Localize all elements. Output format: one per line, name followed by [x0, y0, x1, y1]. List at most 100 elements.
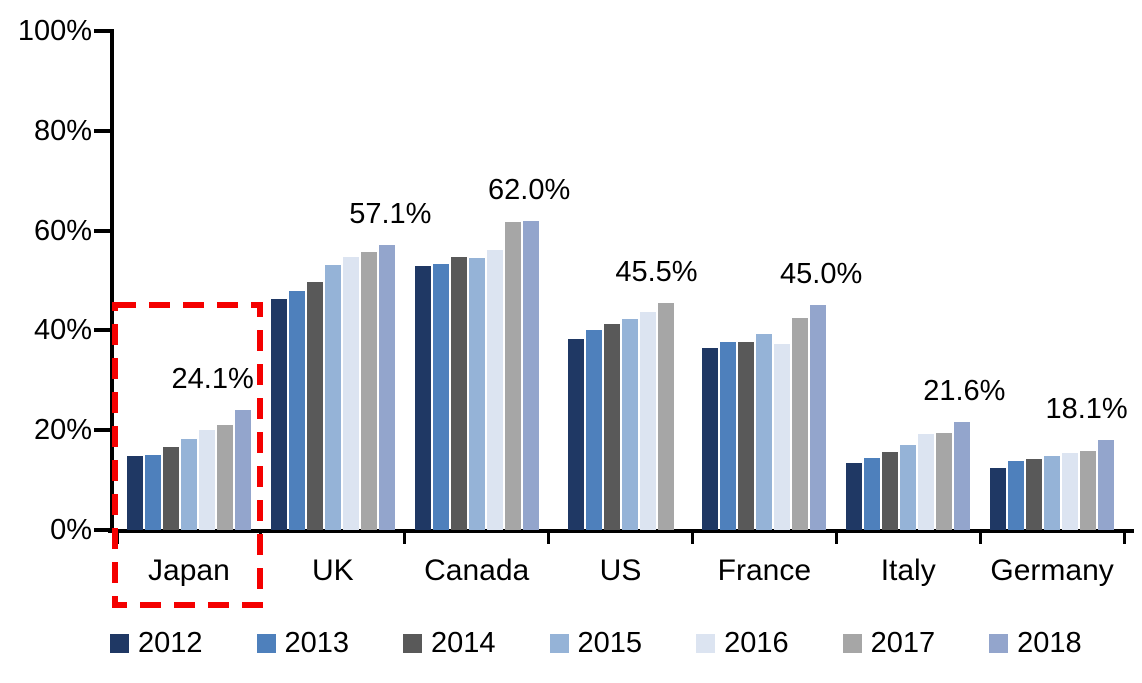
- bar-germany-2016: [1062, 453, 1079, 530]
- bar-italy-2016: [918, 434, 935, 530]
- y-tick-mark: [94, 328, 111, 333]
- bar-japan-2018: [234, 409, 251, 530]
- data-label-uk: 57.1%: [349, 198, 432, 231]
- legend-label-2016: 2016: [724, 627, 789, 659]
- y-tick-label: 60%: [33, 214, 92, 247]
- y-tick-label: 100%: [17, 15, 92, 47]
- legend-label-2018: 2018: [1017, 627, 1082, 659]
- bar-germany-2014: [1026, 458, 1043, 530]
- bar-uk-2017: [360, 251, 377, 530]
- category-label-uk: UK: [311, 554, 354, 587]
- bar-france-2014: [738, 342, 755, 530]
- category-label-japan: Japan: [148, 554, 230, 587]
- x-tick-mark: [115, 530, 119, 544]
- y-tick-label: 0%: [50, 514, 92, 546]
- legend-label-2014: 2014: [431, 627, 496, 659]
- bar-uk-2012: [270, 298, 287, 530]
- bar-germany-2015: [1044, 456, 1061, 530]
- bar-germany-2017: [1080, 450, 1097, 530]
- bar-uk-2018: [378, 245, 395, 530]
- bar-uk-2014: [306, 281, 323, 530]
- legend-item-2017: 2017: [842, 627, 936, 660]
- legend-swatch-2017: [842, 634, 862, 653]
- bar-france-2015: [756, 333, 773, 530]
- category-label-france: France: [717, 554, 812, 587]
- legend-item-2014: 2014: [403, 627, 496, 660]
- category-labels: Japan UK Canada US France Italy Germany: [117, 553, 1124, 589]
- bar-japan-2014: [162, 446, 179, 530]
- data-label-france: 45.0%: [780, 258, 863, 291]
- bar-france-2016: [774, 343, 791, 530]
- bar-group-canada: [405, 31, 549, 530]
- data-label-canada: 62.0%: [488, 173, 571, 206]
- bar-canada-2013: [432, 263, 449, 530]
- y-axis-line: [110, 29, 114, 533]
- bar-uk-2013: [288, 291, 305, 530]
- x-tick-mark: [834, 530, 838, 544]
- bar-us-2017: [657, 302, 674, 530]
- bar-japan-2016: [198, 429, 215, 530]
- bar-germany-2018: [1098, 439, 1115, 530]
- legend-item-2016: 2016: [696, 627, 789, 660]
- bar-canada-2018: [522, 220, 539, 530]
- bar-us-2015: [621, 319, 638, 530]
- bar-germany-2013: [1008, 460, 1025, 530]
- x-tick-mark: [259, 530, 263, 544]
- bar-group-us: [549, 31, 693, 530]
- legend-swatch-2014: [403, 634, 423, 653]
- bar-italy-2013: [864, 458, 881, 530]
- category-label-canada: Canada: [424, 554, 530, 587]
- bar-group-uk: [261, 31, 405, 530]
- legend-item-2015: 2015: [549, 627, 643, 660]
- plot-area: [117, 31, 1124, 530]
- x-tick-mark: [547, 530, 551, 544]
- legend-item-2018: 2018: [989, 627, 1082, 660]
- bar-italy-2015: [900, 445, 917, 530]
- y-tick-mark: [94, 128, 111, 133]
- bar-italy-2018: [954, 422, 971, 530]
- bar-germany-2012: [990, 467, 1007, 530]
- legend-swatch-2013: [256, 634, 276, 653]
- bar-japan-2013: [144, 455, 161, 530]
- legend-label-2013: 2013: [284, 627, 350, 659]
- legend-item-2013: 2013: [256, 627, 350, 660]
- y-tick-label: 40%: [33, 314, 92, 347]
- bar-uk-2016: [342, 256, 359, 530]
- bar-japan-2015: [180, 439, 197, 530]
- bar-italy-2012: [846, 462, 863, 530]
- bar-italy-2017: [936, 433, 953, 530]
- data-label-italy: 21.6%: [923, 375, 1006, 408]
- bar-italy-2014: [882, 452, 899, 530]
- category-label-us: US: [599, 554, 642, 587]
- legend-swatch-2018: [989, 634, 1009, 653]
- data-label-us: 45.5%: [615, 255, 698, 288]
- legend-label-2012: 2012: [138, 627, 203, 659]
- legend-label-2017: 2017: [870, 627, 936, 659]
- data-label-japan: 24.1%: [171, 362, 254, 395]
- bar-canada-2015: [468, 257, 485, 530]
- legend-swatch-2015: [549, 634, 569, 653]
- x-tick-mark: [1122, 530, 1126, 544]
- y-tick-mark: [94, 528, 111, 532]
- bar-france-2017: [792, 318, 809, 530]
- bar-france-2018: [810, 305, 827, 530]
- bar-canada-2012: [414, 265, 431, 530]
- bar-group-japan: [117, 31, 261, 530]
- bar-us-2013: [585, 330, 602, 530]
- bar-uk-2015: [324, 265, 341, 530]
- bar-us-2016: [639, 312, 656, 530]
- x-tick-mark: [690, 530, 694, 544]
- data-label-germany: 18.1%: [1045, 392, 1128, 425]
- y-tick-mark: [94, 228, 111, 233]
- bar-canada-2014: [450, 256, 467, 530]
- bar-france-2013: [720, 342, 737, 530]
- bar-japan-2017: [216, 424, 233, 530]
- y-tick-mark: [94, 29, 111, 33]
- legend-label-2015: 2015: [577, 627, 643, 659]
- bar-canada-2016: [486, 250, 503, 530]
- bar-japan-2012: [126, 456, 143, 530]
- bar-us-2014: [603, 323, 620, 530]
- x-tick-mark: [403, 530, 407, 544]
- bar-us-2012: [567, 339, 584, 530]
- legend-item-2012: 2012: [110, 627, 203, 660]
